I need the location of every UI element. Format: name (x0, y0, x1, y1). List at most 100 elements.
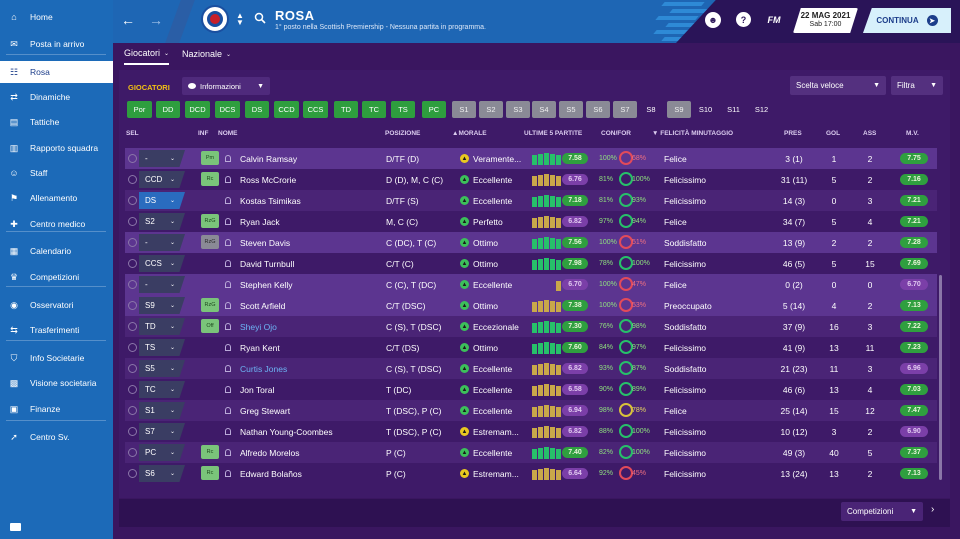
position-chip[interactable]: PC (422, 101, 446, 118)
select-radio[interactable] (128, 343, 137, 352)
position-chip[interactable]: S3 (506, 101, 530, 118)
player-name[interactable]: Curtis Jones (240, 363, 288, 374)
table-row[interactable]: S6 ⌄ Rc Edward Bolaños P (C) ▲ Estremam... 6.64… (125, 463, 937, 484)
table-row[interactable]: CCD ⌄ Rc Ross McCrorie D (D), M, C (C) ▲ Eccel… (125, 169, 937, 190)
player-name[interactable]: Steven Davis (240, 237, 291, 248)
sidebar-item-transfers[interactable]: ⇆ Trasferimenti (0, 319, 113, 341)
squad-position-select[interactable]: - ⌄ (139, 276, 185, 293)
info-badge[interactable]: Pm (201, 151, 219, 165)
player-name[interactable]: Greg Stewart (240, 405, 291, 416)
tab-nazionale[interactable]: Nazionale ⌄ (182, 43, 231, 65)
player-name[interactable]: Ryan Jack (240, 216, 280, 227)
col-nome[interactable]: NOME (218, 130, 238, 137)
table-row[interactable]: TS ⌄ Ryan Kent C/T (DS) ▲ Ottimo 7.60 84% 97% Fel… (125, 337, 937, 358)
squad-position-select[interactable]: - ⌄ (139, 150, 185, 167)
player-name[interactable]: Kostas Tsimikas (240, 195, 301, 206)
squad-position-select[interactable]: TS ⌄ (139, 339, 185, 356)
squad-position-select[interactable]: S2 ⌄ (139, 213, 185, 230)
position-chip[interactable]: S1 (452, 101, 476, 118)
squad-position-select[interactable]: CCD ⌄ (139, 171, 185, 188)
date-display[interactable]: 22 MAG 2021 Sab 17:00 (793, 8, 858, 33)
position-chip[interactable]: S2 (479, 101, 503, 118)
table-scrollbar[interactable] (939, 275, 942, 480)
table-row[interactable]: PC ⌄ Rc Alfredo Morelos P (C) ▲ Eccellente 7.40… (125, 442, 937, 463)
sidebar-item-trophy[interactable]: ♛ Competizioni (0, 266, 113, 288)
position-chip[interactable]: DCS (215, 101, 240, 118)
select-radio[interactable] (128, 259, 137, 268)
col-mv[interactable]: M.V. (906, 130, 919, 137)
position-chip[interactable]: DD (156, 101, 180, 118)
player-name[interactable]: Alfredo Morelos (240, 447, 300, 458)
select-radio[interactable] (128, 280, 137, 289)
col-con-for[interactable]: CON/FOR (601, 130, 631, 137)
position-chip[interactable]: S8 (646, 105, 656, 114)
sidebar-item-inbox[interactable]: ✉ Posta in arrivo (0, 33, 113, 55)
table-row[interactable]: DS ⌄ Kostas Tsimikas D/TF (S) ▲ Eccellente 7.1… (125, 190, 937, 211)
table-row[interactable]: - ⌄ Stephen Kelly C (C), T (DC) ▲ Eccellente 6… (125, 274, 937, 295)
select-radio[interactable] (128, 406, 137, 415)
position-chip[interactable]: S4 (532, 101, 556, 118)
squad-position-select[interactable]: TC ⌄ (139, 381, 185, 398)
player-name[interactable]: Scott Arfield (240, 300, 286, 311)
table-row[interactable]: CCS ⌄ David Turnbull C/T (C) ▲ Ottimo 7.98 78% 1… (125, 253, 937, 274)
player-name[interactable]: Jon Toral (240, 384, 275, 395)
player-name[interactable]: David Turnbull (240, 258, 295, 269)
select-radio[interactable] (128, 322, 137, 331)
squad-position-select[interactable]: DS ⌄ (139, 192, 185, 209)
player-name[interactable]: Nathan Young-Coombes (240, 426, 333, 437)
select-radio[interactable] (128, 385, 137, 394)
col-gol[interactable]: GOL (826, 130, 841, 137)
col-felicita[interactable]: ▼ FELICITÀ MINUTAGGIO (652, 130, 733, 137)
squad-position-select[interactable]: S7 ⌄ (139, 423, 185, 440)
sidebar-item-medical[interactable]: ✚ Centro medico (0, 213, 113, 235)
position-chip[interactable]: S10 (698, 105, 713, 114)
position-chip[interactable]: S7 (613, 101, 637, 118)
position-chip[interactable]: Por (127, 101, 152, 118)
player-name[interactable]: Calvin Ramsay (240, 153, 298, 164)
info-badge[interactable]: RzG (201, 235, 219, 249)
player-name[interactable]: Stephen Kelly (240, 279, 293, 290)
position-chip[interactable]: TD (334, 101, 358, 118)
col-inf[interactable]: INF (198, 130, 209, 137)
table-row[interactable]: S2 ⌄ RzG Ryan Jack M, C (C) ▲ Perfetto 6.82 97% 9… (125, 211, 937, 232)
position-chip[interactable]: TS (391, 101, 415, 118)
sidebar-item-scouting[interactable]: ◉ Osservatori (0, 294, 113, 316)
table-row[interactable]: TC ⌄ Jon Toral T (DC) ▲ Eccellente 6.58 90% 89% F… (125, 379, 937, 400)
player-name[interactable]: Ryan Kent (240, 342, 280, 353)
club-switch-icon[interactable]: ▲ ▼ (236, 11, 244, 27)
position-chip[interactable]: DCD (185, 101, 210, 118)
table-row[interactable]: S9 ⌄ RzG Scott Arfield C/T (DSC) ▲ Ottimo 7.38 1… (125, 295, 937, 316)
squad-position-select[interactable]: TD ⌄ (139, 318, 185, 335)
info-badge[interactable]: Off (201, 319, 219, 333)
position-chip[interactable]: S9 (667, 101, 691, 118)
select-radio[interactable] (128, 175, 137, 184)
continue-button[interactable]: CONTINUA ➤ (863, 8, 951, 33)
table-row[interactable]: - ⌄ Pm Calvin Ramsay D/TF (D) ▲ Veramente... 7.… (125, 148, 937, 169)
select-radio[interactable] (128, 448, 137, 457)
table-row[interactable]: S1 ⌄ Greg Stewart T (DSC), P (C) ▲ Eccellente… (125, 400, 937, 421)
table-row[interactable]: - ⌄ RzG Steven Davis C (DC), T (C) ▲ Ottimo 7.5… (125, 232, 937, 253)
select-radio[interactable] (128, 301, 137, 310)
sidebar-toggle-icon[interactable] (10, 523, 21, 531)
col-morale[interactable]: ▲MORALE (452, 130, 487, 137)
competitions-select[interactable]: Competizioni ▼ (841, 502, 923, 521)
club-badge[interactable] (201, 5, 229, 33)
tab-giocatori[interactable]: Giocatori ⌄ (124, 43, 170, 65)
info-badge[interactable]: Rc (201, 172, 219, 186)
info-badge[interactable]: RzG (201, 214, 219, 228)
squad-position-select[interactable]: CCS ⌄ (139, 255, 185, 272)
squad-position-select[interactable]: S6 ⌄ (139, 465, 185, 482)
sidebar-item-calendar[interactable]: ▦ Calendario (0, 240, 113, 262)
position-chip[interactable]: S6 (586, 101, 610, 118)
col-pres[interactable]: PRES (784, 130, 802, 137)
select-radio[interactable] (128, 469, 137, 478)
sidebar-item-staff[interactable]: ☺ Staff (0, 162, 113, 184)
sidebar-item-finances[interactable]: ▣ Finanze (0, 398, 113, 420)
squad-position-select[interactable]: - ⌄ (139, 234, 185, 251)
position-chip[interactable]: CCD (274, 101, 299, 118)
col-last5[interactable]: ULTIME 5 PARTITE (524, 130, 583, 137)
position-chip[interactable]: TC (362, 101, 386, 118)
manager-icon[interactable]: ☻ (705, 12, 721, 28)
sidebar-item-club-vision[interactable]: ▩ Visione societaria (0, 372, 113, 394)
squad-position-select[interactable]: S9 ⌄ (139, 297, 185, 314)
